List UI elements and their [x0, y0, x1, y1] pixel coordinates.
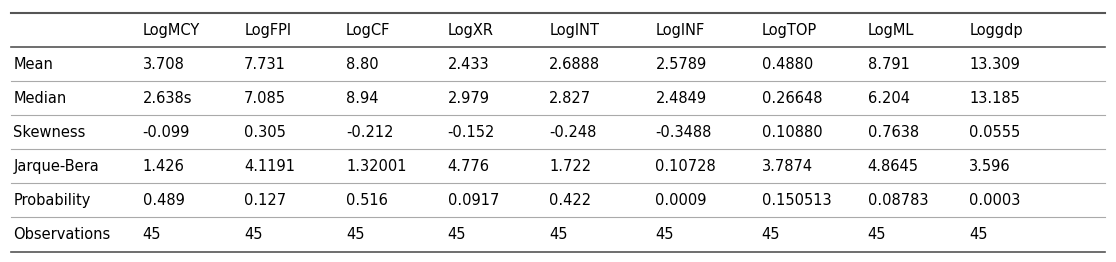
Text: 45: 45 [970, 227, 988, 242]
Text: 0.10880: 0.10880 [761, 125, 822, 140]
Text: Probability: Probability [13, 193, 90, 208]
Text: 45: 45 [761, 227, 780, 242]
Text: 6.204: 6.204 [867, 91, 910, 106]
Text: LogCF: LogCF [346, 23, 391, 38]
Text: 13.185: 13.185 [970, 91, 1020, 106]
Text: 0.305: 0.305 [244, 125, 286, 140]
Text: 0.489: 0.489 [143, 193, 184, 208]
Text: 0.150513: 0.150513 [761, 193, 831, 208]
Text: -0.099: -0.099 [143, 125, 190, 140]
Text: Observations: Observations [13, 227, 110, 242]
Text: 45: 45 [143, 227, 161, 242]
Text: Jarque-Bera: Jarque-Bera [13, 159, 99, 174]
Text: LogML: LogML [867, 23, 914, 38]
Text: -0.248: -0.248 [549, 125, 597, 140]
Text: 3.596: 3.596 [970, 159, 1011, 174]
Text: 45: 45 [346, 227, 365, 242]
Text: LogXR: LogXR [448, 23, 493, 38]
Text: LogFPI: LogFPI [244, 23, 291, 38]
Text: LogINF: LogINF [655, 23, 704, 38]
Text: 2.6888: 2.6888 [549, 57, 600, 72]
Text: 2.5789: 2.5789 [655, 57, 706, 72]
Text: 45: 45 [244, 227, 262, 242]
Text: 4.1191: 4.1191 [244, 159, 296, 174]
Text: 0.516: 0.516 [346, 193, 388, 208]
Text: 3.7874: 3.7874 [761, 159, 812, 174]
Text: 2.827: 2.827 [549, 91, 591, 106]
Text: LogMCY: LogMCY [143, 23, 200, 38]
Text: 0.7638: 0.7638 [867, 125, 918, 140]
Text: 1.426: 1.426 [143, 159, 184, 174]
Text: -0.152: -0.152 [448, 125, 496, 140]
Text: 45: 45 [655, 227, 674, 242]
Text: Median: Median [13, 91, 67, 106]
Text: 4.8645: 4.8645 [867, 159, 918, 174]
Text: -0.212: -0.212 [346, 125, 394, 140]
Text: 0.0555: 0.0555 [970, 125, 1021, 140]
Text: 0.10728: 0.10728 [655, 159, 716, 174]
Text: 45: 45 [549, 227, 568, 242]
Text: LogINT: LogINT [549, 23, 599, 38]
Text: 2.979: 2.979 [448, 91, 490, 106]
Text: 0.4880: 0.4880 [761, 57, 812, 72]
Text: LogTOP: LogTOP [761, 23, 817, 38]
Text: 13.309: 13.309 [970, 57, 1020, 72]
Text: 8.791: 8.791 [867, 57, 910, 72]
Text: 0.08783: 0.08783 [867, 193, 929, 208]
Text: 0.0003: 0.0003 [970, 193, 1021, 208]
Text: 0.26648: 0.26648 [761, 91, 822, 106]
Text: 4.776: 4.776 [448, 159, 490, 174]
Text: 0.422: 0.422 [549, 193, 591, 208]
Text: 0.0009: 0.0009 [655, 193, 706, 208]
Text: 8.80: 8.80 [346, 57, 378, 72]
Text: 8.94: 8.94 [346, 91, 378, 106]
Text: 3.708: 3.708 [143, 57, 184, 72]
Text: 1.32001: 1.32001 [346, 159, 406, 174]
Text: 0.127: 0.127 [244, 193, 287, 208]
Text: 2.638s: 2.638s [143, 91, 192, 106]
Text: -0.3488: -0.3488 [655, 125, 712, 140]
Text: 2.4849: 2.4849 [655, 91, 706, 106]
Text: Mean: Mean [13, 57, 54, 72]
Text: 1.722: 1.722 [549, 159, 591, 174]
Text: Skewness: Skewness [13, 125, 86, 140]
Text: Loggdp: Loggdp [970, 23, 1023, 38]
Text: 45: 45 [448, 227, 466, 242]
Text: 2.433: 2.433 [448, 57, 489, 72]
Text: 45: 45 [867, 227, 886, 242]
Text: 7.731: 7.731 [244, 57, 286, 72]
Text: 7.085: 7.085 [244, 91, 286, 106]
Text: 0.0917: 0.0917 [448, 193, 499, 208]
